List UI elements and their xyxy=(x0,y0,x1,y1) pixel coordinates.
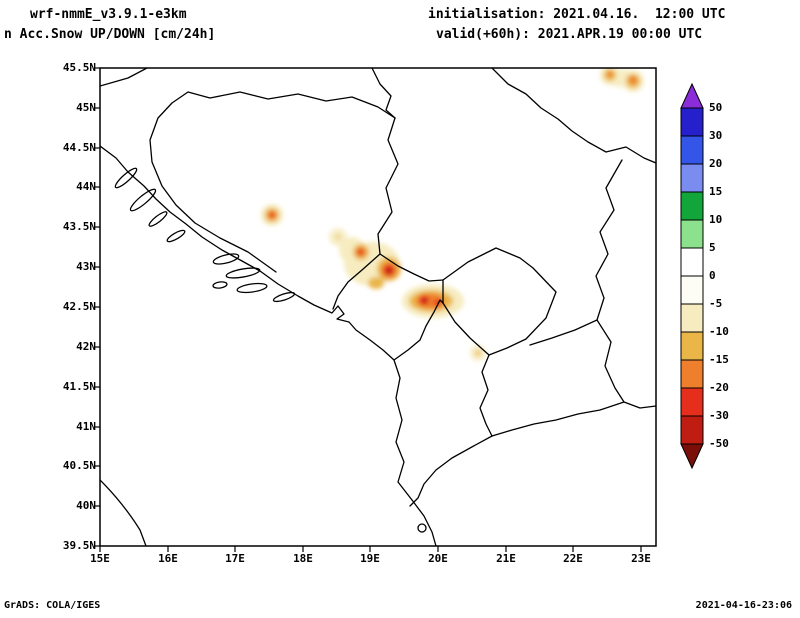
colorbar-tick-label: 15 xyxy=(709,185,723,198)
colorbar-segment xyxy=(680,163,704,193)
border-montenegro-albania xyxy=(393,299,444,361)
colorbar-segment xyxy=(680,135,704,165)
colorbar-tick-label: -30 xyxy=(709,409,729,422)
lon-tick-label: 19E xyxy=(360,552,380,565)
colorbar-tick-label: 0 xyxy=(709,269,716,282)
lat-tick-label: 39.5N xyxy=(62,539,96,552)
lat-tick-label: 41N xyxy=(76,420,96,433)
border-bosnia-croatia xyxy=(149,91,396,273)
lat-tick-label: 41.5N xyxy=(62,380,96,393)
border-kosovo xyxy=(442,247,557,356)
italy-coastline xyxy=(100,479,147,546)
border-slovenia-croatia xyxy=(100,68,148,87)
border-albania-greece xyxy=(409,435,493,507)
lon-tick-label: 22E xyxy=(563,552,583,565)
colorbar-segment xyxy=(680,359,704,389)
lon-tick-label: 23E xyxy=(631,552,651,565)
colorbar-segment xyxy=(680,107,704,137)
border-serbia-macedonia xyxy=(529,319,598,346)
colorbar-segment xyxy=(680,331,704,361)
colorbar-segment xyxy=(680,303,704,333)
snow-accumulation-blobs xyxy=(261,68,644,361)
lat-tick-label: 40N xyxy=(76,499,96,512)
colorbar-segment xyxy=(680,247,704,277)
lat-tick-label: 45N xyxy=(76,101,96,114)
colorbar-top-arrow xyxy=(680,82,704,109)
product-title: n Acc.Snow UP/DOWN [cm/24h] xyxy=(4,27,216,42)
colorbar-segment xyxy=(680,275,704,305)
border-albania-macedonia xyxy=(479,354,493,437)
lon-tick-label: 17E xyxy=(225,552,245,565)
colorbar-tick-label: -20 xyxy=(709,381,729,394)
colorbar-tick-label: 30 xyxy=(709,129,723,142)
init-time-label: initialisation: 2021.04.16. 12:00 UTC xyxy=(428,7,726,22)
corfu-island xyxy=(417,523,427,533)
creation-timestamp: 2021-04-16-23:06 xyxy=(695,600,792,611)
colorbar-segment xyxy=(680,415,704,445)
border-macedonia-greece xyxy=(491,401,625,437)
colorbar-bottom-arrow xyxy=(680,443,704,470)
lon-tick-label: 21E xyxy=(496,552,516,565)
border-croatia-serbia xyxy=(371,68,396,119)
lat-tick-label: 43.5N xyxy=(62,220,96,233)
border-serbia-romania xyxy=(491,68,656,164)
grads-credit: GrADS: COLA/IGES xyxy=(4,600,101,611)
border-serbia-bulgaria xyxy=(595,159,656,409)
lat-tick-label: 42.5N xyxy=(62,300,96,313)
dalmatian-islands xyxy=(114,167,296,303)
colorbar xyxy=(680,82,704,470)
colorbar-tick-label: 50 xyxy=(709,101,723,114)
lon-tick-label: 15E xyxy=(90,552,110,565)
coastlines-and-borders xyxy=(100,68,656,546)
map-frame xyxy=(99,67,657,547)
colorbar-tick-label: -50 xyxy=(709,437,729,450)
lon-tick-label: 16E xyxy=(158,552,178,565)
axis-ticks xyxy=(94,67,642,552)
model-version-label: wrf-nmmE_v3.9.1-e3km xyxy=(30,7,187,22)
colorbar-tick-label: 20 xyxy=(709,157,723,170)
lat-tick-label: 43N xyxy=(76,260,96,273)
lat-tick-label: 45.5N xyxy=(62,61,96,74)
adriatic-coastline xyxy=(100,145,437,546)
lat-tick-label: 40.5N xyxy=(62,459,96,472)
colorbar-segment xyxy=(680,191,704,221)
lat-tick-label: 44N xyxy=(76,180,96,193)
lon-tick-label: 20E xyxy=(428,552,448,565)
border-bosnia-serbia-montenegro xyxy=(332,117,399,310)
colorbar-tick-label: -5 xyxy=(709,297,723,310)
colorbar-tick-label: 10 xyxy=(709,213,723,226)
lon-tick-label: 18E xyxy=(293,552,313,565)
border-serbia-montenegro xyxy=(379,253,444,282)
colorbar-tick-label: 5 xyxy=(709,241,716,254)
lat-tick-label: 44.5N xyxy=(62,141,96,154)
colorbar-tick-label: -15 xyxy=(709,353,729,366)
lat-tick-label: 42N xyxy=(76,340,96,353)
colorbar-tick-label: -10 xyxy=(709,325,729,338)
colorbar-segment xyxy=(680,219,704,249)
valid-time-label: valid(+60h): 2021.APR.19 00:00 UTC xyxy=(436,27,703,42)
colorbar-segment xyxy=(680,387,704,417)
